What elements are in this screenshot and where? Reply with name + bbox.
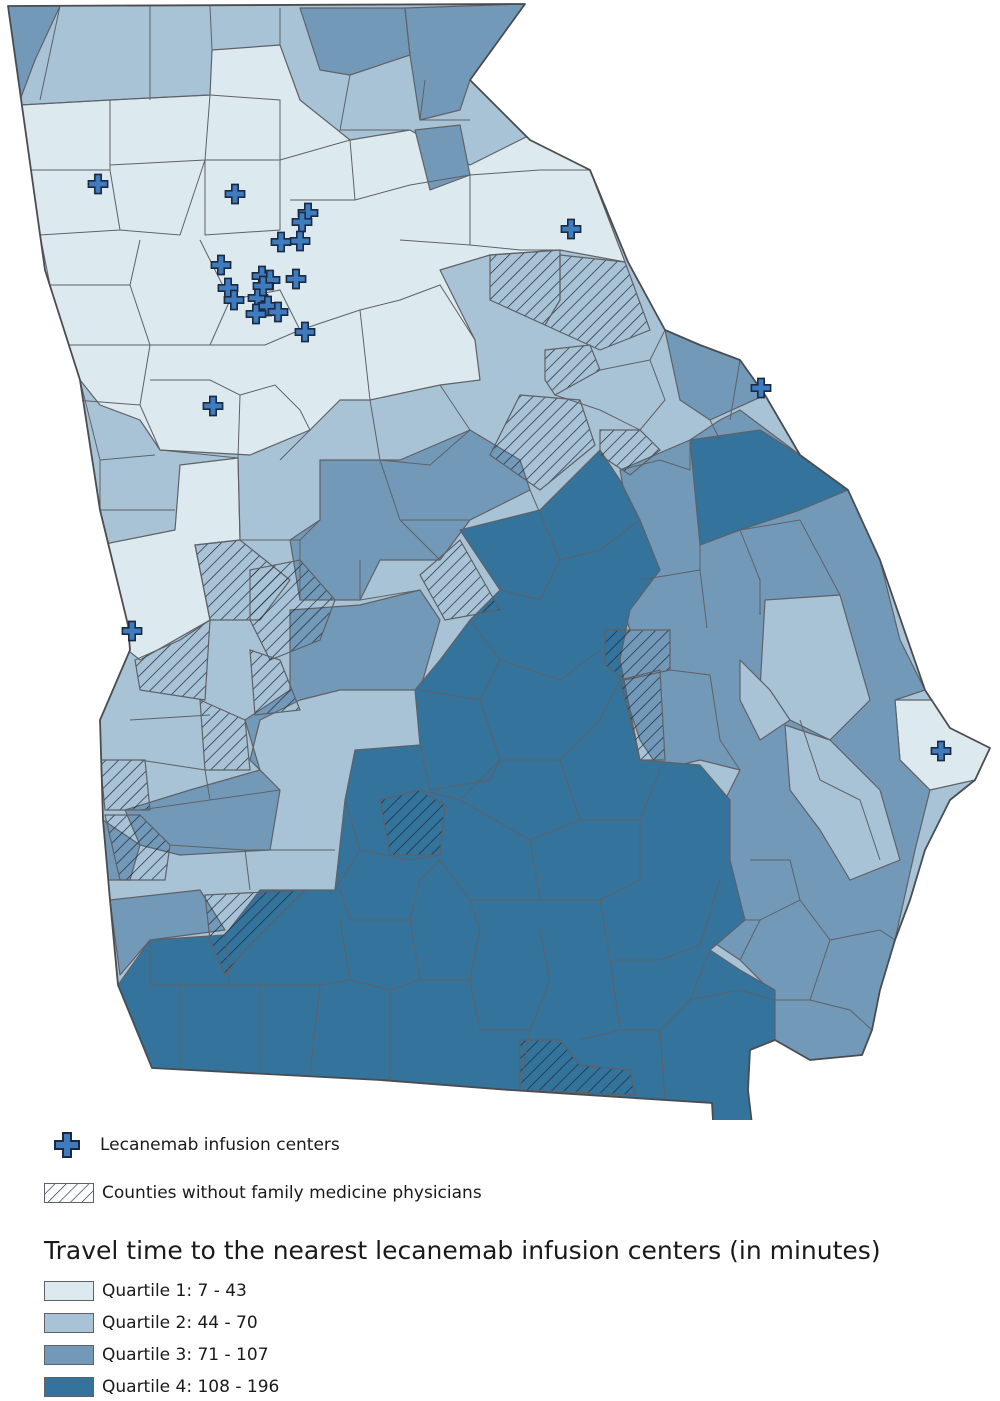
diagonal-hatch-icon [44,1183,94,1203]
legend-marker-label: Lecanemab infusion centers [100,1135,340,1155]
quartile-4-swatch [44,1377,94,1397]
quartile-2-swatch [44,1313,94,1333]
quartile-1-label: Quartile 1: 7 - 43 [102,1281,247,1301]
georgia-county-map [7,3,991,1120]
infusion-center-marker [285,268,307,290]
legend-marker-row: Lecanemab infusion centers [52,1130,340,1160]
infusion-center-marker [121,620,143,642]
quartile-4-label: Quartile 4: 108 - 196 [102,1377,280,1397]
infusion-center-marker [270,231,292,253]
legend-quartile-3: Quartile 3: 71 - 107 [44,1345,269,1365]
infusion-center-marker [294,321,316,343]
quartile-3-label: Quartile 3: 71 - 107 [102,1345,269,1365]
infusion-center-marker [291,211,313,233]
legend-quartile-4: Quartile 4: 108 - 196 [44,1377,279,1397]
infusion-center-marker [224,183,246,205]
infusion-center-markers [87,173,952,762]
quartile-4-region [117,429,849,1120]
state-outline [7,3,991,1120]
infusion-center-marker [252,275,274,297]
legend-hatch-row: Counties without family medicine physici… [44,1183,482,1203]
legend-quartile-1: Quartile 1: 7 - 43 [44,1281,247,1301]
quartile-2-label: Quartile 2: 44 - 70 [102,1313,258,1333]
infusion-center-marker [267,301,289,323]
infusion-center-marker [750,377,772,399]
legend-title: Travel time to the nearest lecanemab inf… [44,1236,881,1265]
infusion-center-marker [245,303,267,325]
hatched-counties [99,249,671,1096]
legend-quartile-2: Quartile 2: 44 - 70 [44,1313,258,1333]
infusion-center-marker [560,218,582,240]
infusion-center-marker [223,289,245,311]
infusion-center-marker [289,230,311,252]
infusion-center-marker [930,740,952,762]
infusion-center-marker [87,173,109,195]
infusion-center-marker [202,395,224,417]
county-boundaries [19,5,896,1101]
legend-hatch-label: Counties without family medicine physici… [102,1183,482,1203]
quartile-2-coastal-region [739,594,901,881]
plus-marker-icon [54,1132,80,1158]
quartile-1-swatch [44,1281,94,1301]
infusion-center-marker [210,254,232,276]
quartile-3-swatch [44,1345,94,1365]
